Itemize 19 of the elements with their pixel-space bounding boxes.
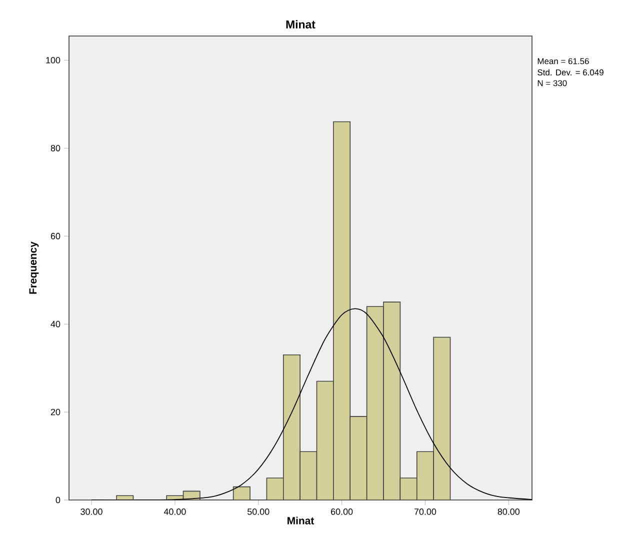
- text: N = 330: [538, 80, 567, 86]
- y-tick-label: 100: [46, 57, 60, 64]
- x-axis-title: Minat: [288, 516, 314, 524]
- x-tick-label: 60.00: [331, 508, 353, 515]
- y-tick-label: 20: [50, 408, 60, 416]
- x-tick-label: 50.00: [248, 508, 270, 515]
- y-tick-label: 80: [50, 144, 60, 152]
- x-tick-label: 80.00: [498, 508, 520, 515]
- y-tick-label: 40: [50, 320, 60, 328]
- y-tick-label: 0: [56, 496, 60, 504]
- text: Mean = 61.56: [538, 58, 589, 64]
- x-tick-label: 40.00: [164, 508, 186, 515]
- line-series: [91, 308, 532, 500]
- x-tick-label: 70.00: [414, 508, 436, 515]
- chart-title: Minat: [286, 20, 316, 28]
- y-tick-label: 60: [50, 232, 60, 240]
- text: Std. Dev. = 6.049: [538, 69, 604, 76]
- x-tick-label: 30.00: [80, 508, 102, 515]
- y-axis-title: Frequency: [29, 242, 39, 294]
